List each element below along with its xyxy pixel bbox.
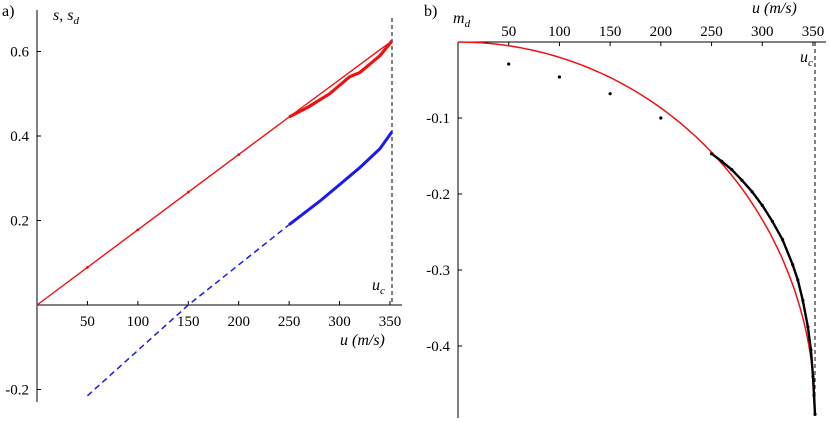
panel-b-data-point <box>750 190 754 194</box>
panel-a-x-tick-label: 350 <box>379 314 402 330</box>
panel-b-x-tick-label: 100 <box>548 24 571 40</box>
panel-b-x-tick-label: 300 <box>751 24 774 40</box>
panel-b-data-point <box>780 238 785 242</box>
panel-b-data-point <box>796 278 800 282</box>
panel-a: a) s, sd u (m/s) uc 50 100 150 200 250 300 350… <box>2 3 402 402</box>
panel-a-x-tick-label: 300 <box>328 314 351 330</box>
panel-b-data-point <box>806 325 810 329</box>
panel-a-x-axis-label: u (m/s) <box>340 332 385 349</box>
panel-b-data-point <box>811 374 815 378</box>
panel-b-y-tick-label: -0.2 <box>426 187 450 203</box>
panel-a-x-tick-label: 150 <box>177 314 200 330</box>
panel-b-data-trace <box>710 152 817 415</box>
panel-b-x-tick-label: 200 <box>650 24 673 40</box>
panel-a-y-tick-label: 0.6 <box>10 45 29 61</box>
panel-b-data-point <box>809 348 813 352</box>
panel-b-data-point <box>720 159 724 163</box>
panel-b-y-axis-label: md <box>453 10 471 30</box>
panel-a-series-line <box>36 40 393 306</box>
panel-b-x-tick-label: 250 <box>700 24 723 40</box>
panel-a-uc-label: uc <box>372 277 385 297</box>
panel-a-series-line <box>288 130 394 226</box>
panel-b-y-tick-label: -0.1 <box>426 111 450 127</box>
panel-a-x-tick-label: 200 <box>227 314 250 330</box>
panel-a-y-tick-label: 0.4 <box>10 129 29 145</box>
panel-b-x-tick-label: 50 <box>501 24 516 40</box>
panel-b-x-tick-label: 350 <box>802 24 825 40</box>
panel-a-sample-point <box>86 265 89 269</box>
panel-b-data-point <box>608 92 612 96</box>
panel-b-uc-label: uc <box>800 49 813 69</box>
panel-b-y-tick-label: -0.3 <box>426 263 450 279</box>
panel-a-y-tick-label: 0.2 <box>10 214 29 230</box>
panel-a-x-tick-label: 50 <box>80 314 95 330</box>
panel-a-y-axis-label: s, sd <box>53 7 79 27</box>
panel-b-data-point <box>791 263 795 267</box>
panel-a-series-line <box>86 224 290 397</box>
panel-a-x-tick-label: 250 <box>278 314 301 330</box>
panel-b-data-point <box>507 62 511 66</box>
panel-a-x-tick-label: 100 <box>127 314 150 330</box>
panel-b-x-tick-label: 150 <box>599 24 622 40</box>
panel-b-data-point <box>730 168 734 172</box>
panel-a-sample-point <box>237 153 241 156</box>
panel-b-data-point <box>801 298 805 302</box>
panel-b-label: b) <box>424 3 437 20</box>
panel-b-data-point <box>760 203 764 207</box>
panel-b-data-point <box>557 75 562 79</box>
panel-b-data-point <box>659 116 663 120</box>
panel-b-data-point <box>709 152 714 156</box>
panel-a-label: a) <box>2 3 14 20</box>
panel-a-sample-point <box>186 190 190 194</box>
panel-b: b) md u (m/s) uc 50 100 150 200 250 300 350 -0.… <box>424 0 826 418</box>
panel-a-y-tick-label: -0.2 <box>5 383 29 399</box>
panel-a-sample-point <box>136 228 140 232</box>
panel-b-data-point <box>770 219 775 223</box>
panel-b-x-axis-label: u (m/s) <box>752 0 797 17</box>
panel-b-data-point <box>813 412 817 416</box>
panel-a-series-line <box>288 39 394 119</box>
panel-b-data-point <box>812 393 816 397</box>
panel-b-theory-curve <box>457 41 816 415</box>
panel-b-y-tick-label: -0.4 <box>426 339 450 355</box>
panel-b-data-point <box>740 178 744 182</box>
